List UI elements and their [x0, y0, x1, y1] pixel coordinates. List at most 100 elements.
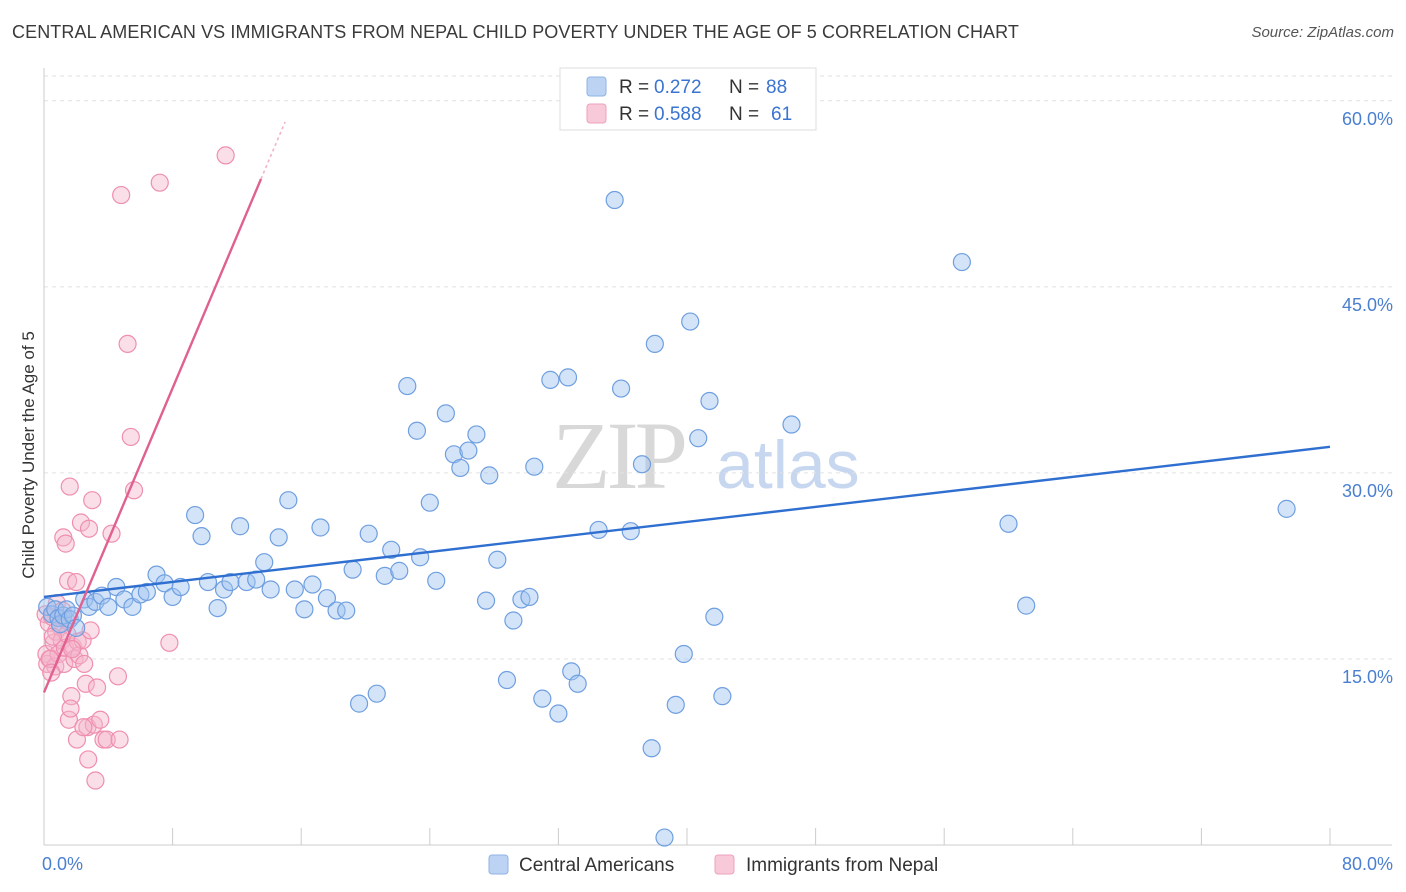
- point-central-americans-60: [467, 425, 486, 444]
- trend-line-nepal: [42, 178, 263, 693]
- point-nepal-43: [110, 730, 129, 749]
- legend-r-value-pink: 0.588: [654, 104, 702, 125]
- point-central-americans-64: [497, 670, 517, 690]
- point-central-americans-43: [337, 601, 356, 620]
- point-central-americans-46: [359, 524, 378, 543]
- bottom-legend-swatch-blue: [488, 854, 509, 875]
- legend-n-value-blue: 88: [766, 77, 787, 98]
- trend-lines: [42, 121, 1331, 693]
- legend-n-value-pink: 61: [771, 104, 792, 125]
- point-central-americans-27: [208, 598, 227, 618]
- point-central-americans-63: [488, 550, 507, 569]
- point-central-americans-28: [214, 580, 234, 599]
- point-central-americans-87: [700, 391, 719, 411]
- point-central-americans-58: [451, 458, 470, 478]
- point-central-americans-49: [382, 540, 401, 559]
- point-nepal-30: [75, 654, 94, 674]
- point-nepal-56: [63, 639, 82, 659]
- point-central-americans-76: [605, 190, 624, 210]
- point-central-americans-94: [1277, 499, 1296, 518]
- correlation-legend: R = 0.272 N = 88 R = 0.588 N = 61: [559, 67, 817, 131]
- point-nepal-46: [121, 427, 140, 447]
- source-label: Source: ZipAtlas.com: [1251, 24, 1394, 41]
- y-axis-label: Child Poverty Under the Age of 5: [19, 331, 38, 579]
- point-central-americans-67: [520, 587, 539, 607]
- point-central-americans-36: [279, 491, 298, 510]
- point-central-americans-70: [541, 370, 560, 389]
- point-central-americans-79: [632, 455, 652, 474]
- point-central-americans-68: [525, 457, 544, 476]
- point-central-americans-19: [137, 582, 156, 602]
- point-nepal-42: [108, 667, 128, 686]
- point-nepal-37: [87, 678, 107, 697]
- legend-r-value-blue: 0.272: [654, 77, 702, 98]
- point-central-americans-47: [367, 684, 386, 703]
- point-nepal-58: [74, 718, 93, 737]
- point-central-americans-85: [681, 312, 700, 331]
- bottom-legend-label-pink: Immigrants from Nepal: [746, 855, 938, 876]
- point-nepal-27: [70, 646, 89, 665]
- point-central-americans-65: [504, 611, 523, 630]
- point-central-americans-71: [549, 704, 568, 723]
- point-central-americans-72: [558, 368, 578, 387]
- tick-labels: 15.0% 30.0% 45.0% 60.0% 0.0% 80.0%: [42, 109, 1393, 874]
- y-tick-label-1: 30.0%: [1342, 481, 1393, 501]
- point-central-americans-75: [589, 520, 608, 540]
- point-central-americans-50: [390, 561, 409, 580]
- y-tick-label-3: 60.0%: [1342, 109, 1393, 129]
- point-central-americans-25: [192, 527, 211, 546]
- point-central-americans-35: [269, 528, 288, 547]
- chart-title: CENTRAL AMERICAN VS IMMIGRANTS FROM NEPA…: [12, 22, 1020, 42]
- watermark-atlas: atlas: [716, 427, 860, 503]
- point-central-americans-14: [99, 597, 118, 616]
- series-central-americans: [38, 190, 1296, 847]
- point-central-americans-69: [533, 689, 552, 708]
- point-central-americans-92: [999, 514, 1018, 533]
- point-nepal-35: [83, 491, 102, 510]
- y-tick-label-2: 45.0%: [1342, 295, 1393, 315]
- point-central-americans-90: [782, 415, 801, 434]
- point-central-americans-78: [621, 522, 640, 541]
- bottom-legend-label-blue: Central Americans: [519, 855, 674, 876]
- legend-r-label-blue: R =: [619, 77, 649, 98]
- point-central-americans-40: [311, 518, 330, 537]
- legend-n-label-blue: N =: [729, 77, 759, 98]
- x-tick-label-min: 0.0%: [42, 854, 83, 874]
- point-central-americans-38: [295, 600, 314, 619]
- point-central-americans-23: [171, 577, 190, 597]
- point-central-americans-74: [568, 674, 587, 693]
- point-nepal-44: [112, 185, 131, 205]
- watermark: ZIP atlas: [552, 402, 860, 509]
- point-central-americans-56: [436, 404, 455, 423]
- point-central-americans-81: [645, 334, 664, 354]
- axes: [43, 68, 1392, 846]
- series-immigrants-from-nepal: [36, 146, 235, 790]
- point-central-americans-39: [303, 575, 322, 594]
- point-nepal-59: [79, 750, 98, 769]
- trend-line-central-americans: [43, 445, 1331, 599]
- point-central-americans-93: [1017, 596, 1036, 615]
- point-central-americans-89: [713, 687, 732, 706]
- point-central-americans-41: [317, 589, 337, 608]
- point-nepal-49: [160, 633, 179, 652]
- point-central-americans-77: [611, 379, 631, 398]
- point-central-americans-37: [285, 580, 304, 599]
- point-central-americans-62: [480, 466, 499, 485]
- point-central-americans-80: [642, 739, 661, 758]
- point-central-americans-55: [427, 571, 446, 590]
- point-central-americans-42: [327, 601, 346, 620]
- x-tick-label-max: 80.0%: [1342, 854, 1393, 874]
- legend-r-label-pink: R =: [619, 104, 649, 125]
- point-central-americans-44: [343, 560, 362, 579]
- point-central-americans-51: [398, 376, 417, 396]
- point-central-americans-91: [952, 252, 971, 272]
- point-central-americans-82: [655, 828, 674, 847]
- point-nepal-48: [150, 173, 169, 192]
- trend-line-nepal-extension: [260, 121, 286, 180]
- point-central-americans-54: [420, 493, 439, 512]
- point-central-americans-86: [689, 429, 708, 448]
- point-central-americans-29: [221, 572, 240, 592]
- point-central-americans-30: [231, 517, 250, 536]
- point-nepal-31: [76, 674, 95, 693]
